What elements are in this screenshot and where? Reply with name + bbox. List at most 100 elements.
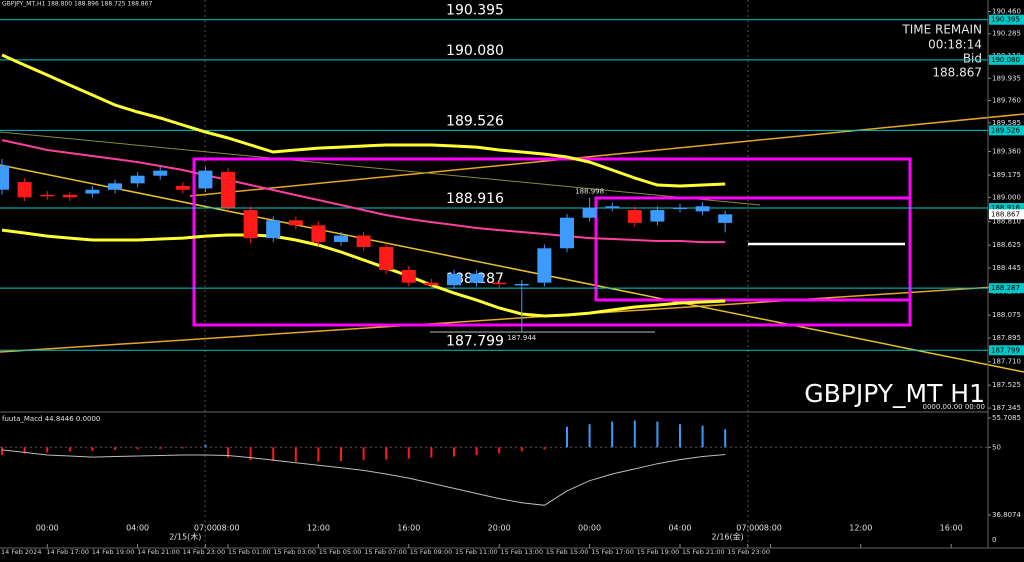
date-label: 15 Feb 19:00 xyxy=(637,548,680,556)
level-axis-label: 190.080 xyxy=(991,56,1020,64)
y-tick-label: 189.360 xyxy=(992,148,1021,156)
candle-body xyxy=(582,207,597,218)
level-axis-box xyxy=(989,203,1024,214)
range-box xyxy=(594,196,912,302)
band-line xyxy=(0,131,761,206)
y-tick-label: 187.345 xyxy=(992,404,1021,412)
y-tick-label: 188.445 xyxy=(992,264,1021,272)
level-label: 190.080 xyxy=(446,43,504,59)
level-label: 188.916 xyxy=(446,191,504,207)
indicator-line xyxy=(1,228,726,318)
bid-title: Bid xyxy=(963,52,982,66)
date-label: 15 Feb 07:00 xyxy=(364,548,407,556)
candle-body xyxy=(311,225,326,242)
date-label: 15 Feb 21:00 xyxy=(682,548,725,556)
y-tick-label: 188.810 xyxy=(992,218,1021,226)
y-tick-label: 189.935 xyxy=(992,74,1021,82)
extreme-label: 188.998 xyxy=(575,188,604,196)
level-axis-box xyxy=(989,283,1024,294)
date-label: 14 Feb 2024 xyxy=(1,548,41,556)
level-axis-label: 189.526 xyxy=(991,126,1020,134)
level-axis-label: 188.916 xyxy=(991,204,1020,212)
y-tick-label: 190.285 xyxy=(992,30,1021,38)
symbol-label: GBPJPY_MT H1 xyxy=(804,379,985,408)
candle-body xyxy=(559,217,574,249)
date-label: 15 Feb 01:00 xyxy=(228,548,271,556)
candle-body xyxy=(514,283,529,286)
date-label: 15 Feb 03:00 xyxy=(273,548,316,556)
candle-body xyxy=(40,194,55,197)
x-tick-label: 04:00 xyxy=(126,524,149,533)
candle-body xyxy=(153,170,168,176)
indicator-line xyxy=(1,53,726,188)
y-tick-label: 187.710 xyxy=(992,358,1021,366)
x-tick-label: 12:00 xyxy=(849,524,872,533)
date-stamp: 0000.00.00 00:00 xyxy=(923,403,985,411)
x-tick-label: 07:00 xyxy=(736,524,759,533)
time-remain: 00:18:14 xyxy=(928,38,982,52)
header: GBPJPY_MT,H1 188.800 188.896 188.725 188… xyxy=(2,1,152,8)
candle-body xyxy=(243,210,258,239)
y-tick-label: 190.460 xyxy=(992,7,1021,15)
trend-line xyxy=(0,164,1024,373)
indicator-line xyxy=(1,139,726,244)
date-label: 14 Feb 17:00 xyxy=(46,548,89,556)
date-label: 15 Feb 17:00 xyxy=(591,548,634,556)
x-tick-label: 08:00 xyxy=(216,524,239,533)
date-label: 14 Feb 21:00 xyxy=(137,548,180,556)
macd-y-tick-label: 36.8074 xyxy=(992,511,1021,519)
trend-line xyxy=(0,284,1024,353)
x-tick-label: 16:00 xyxy=(940,524,963,533)
candle-body xyxy=(627,210,642,223)
macd-title: fuuta_Macd 44.8446 0.0000 xyxy=(2,415,100,423)
candle-body xyxy=(130,175,145,184)
bid-axis-box xyxy=(989,209,1024,220)
candle-body xyxy=(85,189,100,194)
candle-body xyxy=(492,282,507,285)
date-label: 15 Feb 15:00 xyxy=(546,548,589,556)
level-axis-label: 188.287 xyxy=(991,284,1020,292)
candle-body xyxy=(537,248,552,283)
level-axis-box xyxy=(989,14,1024,25)
level-axis-label: 190.395 xyxy=(991,16,1020,24)
drawings xyxy=(0,0,1024,549)
candle-body xyxy=(221,171,236,208)
candle-body xyxy=(379,247,394,270)
bid: 188.867 xyxy=(932,66,982,80)
level-label: 187.799 xyxy=(446,333,504,349)
level-axis-box xyxy=(989,125,1024,136)
x-tick-label: 12:00 xyxy=(307,524,330,533)
candle-body xyxy=(198,170,213,189)
level-label: 189.526 xyxy=(446,113,504,129)
date-label: 15 Feb 11:00 xyxy=(455,548,498,556)
candle-body xyxy=(62,194,77,198)
candle-body xyxy=(108,183,123,190)
candle-body xyxy=(175,185,190,190)
y-tick-label: 187.525 xyxy=(992,381,1021,389)
candle-body xyxy=(356,235,371,248)
date-label: 15 Feb 13:00 xyxy=(500,548,543,556)
candle-body xyxy=(718,214,733,223)
x-tick-label: 08:00 xyxy=(759,524,782,533)
x-tick-label: 16:00 xyxy=(397,524,420,533)
date-label: 14 Feb 19:00 xyxy=(92,548,135,556)
y-tick-label: 189.585 xyxy=(992,119,1021,127)
x-tick-label: 00:00 xyxy=(36,524,59,533)
date-label: 14 Feb 23:00 xyxy=(183,548,226,556)
candle-body xyxy=(334,235,349,242)
y-tick-label: 189.175 xyxy=(992,171,1021,179)
candle-body xyxy=(424,282,439,286)
candle-body xyxy=(605,206,620,208)
y-tick-label: 188.625 xyxy=(992,241,1021,249)
macd-y-tick-label: 55.7085 xyxy=(992,414,1021,422)
x-tick-label: 07:00 xyxy=(194,524,217,533)
candle-body xyxy=(17,182,32,198)
candle-body xyxy=(447,273,462,286)
x-tick-label: 04:00 xyxy=(668,524,691,533)
candle-body xyxy=(650,210,665,222)
extreme-label: 187.944 xyxy=(507,334,536,342)
date-label: 15 Feb 09:00 xyxy=(410,548,453,556)
y-tick-label: 188.075 xyxy=(992,311,1021,319)
